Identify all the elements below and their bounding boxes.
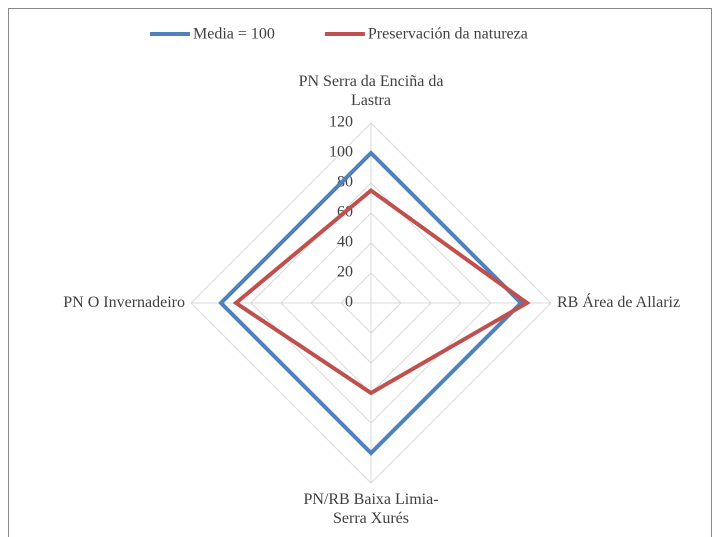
y-tick-label: 100 — [329, 144, 353, 161]
chart-frame — [8, 8, 712, 537]
category-label: RB Área de Allariz — [557, 294, 681, 311]
legend-label: Media = 100 — [193, 26, 275, 43]
category-label: PN Serra da Enciña da Lastra — [298, 73, 444, 109]
y-tick-label: 0 — [345, 294, 353, 311]
legend-label: Preservación da natureza — [368, 26, 528, 43]
series-line — [218, 150, 524, 456]
y-tick-label: 40 — [337, 234, 353, 251]
y-tick-label: 120 — [329, 114, 353, 131]
y-tick-label: 80 — [337, 174, 353, 191]
series-line — [232, 187, 531, 396]
y-tick-label: 20 — [337, 264, 353, 281]
category-label: PN O Invernadeiro — [63, 294, 185, 311]
category-label: PN/RB Baixa Limia-Serra Xurés — [303, 491, 439, 527]
